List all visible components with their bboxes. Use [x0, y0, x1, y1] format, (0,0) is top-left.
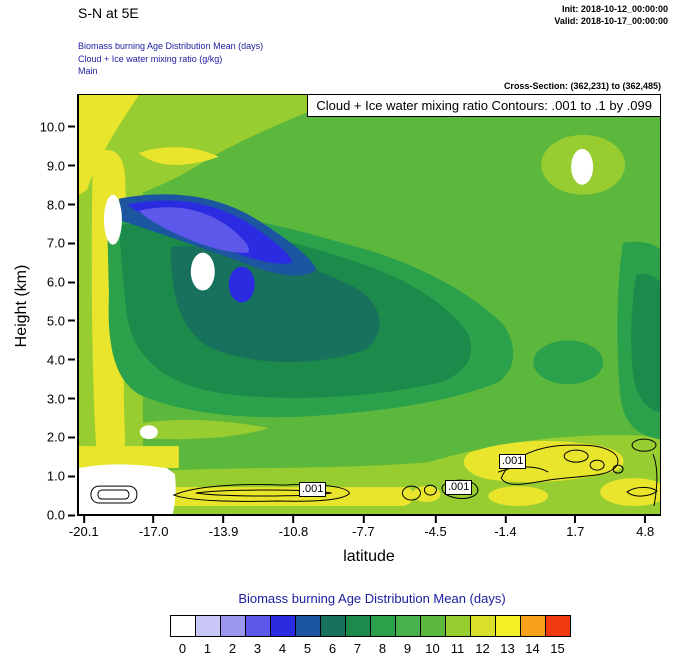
legend-cell	[295, 615, 321, 637]
plot-subtitles: Biomass burning Age Distribution Mean (d…	[78, 40, 263, 78]
y-tick: 4.0	[47, 352, 75, 367]
legend-cell	[220, 615, 246, 637]
legend-value: 10	[425, 641, 440, 656]
subtitle-contour-field: Cloud + Ice water mixing ratio (g/kg)	[78, 53, 223, 64]
valid-time: Valid: 2018-10-17_00:00:00	[554, 16, 668, 27]
y-tick: 5.0	[47, 313, 75, 328]
x-tick: 4.8	[636, 516, 654, 539]
x-tick: -20.1	[69, 516, 99, 539]
legend-cell	[470, 615, 496, 637]
legend-cell	[495, 615, 521, 637]
legend-value: 9	[403, 641, 412, 656]
contour-label: .001	[445, 480, 473, 495]
subtitle-grid-name: Main	[78, 66, 98, 77]
subtitle-fill-field: Biomass burning Age Distribution Mean (d…	[78, 41, 264, 51]
legend-value: 2	[228, 641, 237, 656]
legend-value: 14	[525, 641, 540, 656]
legend-value: 15	[550, 641, 565, 656]
y-tick: 2.0	[47, 430, 75, 445]
contour-info-box: Cloud + Ice water mixing ratio Contours:…	[307, 94, 661, 117]
legend-cell	[170, 615, 196, 637]
legend-values: 0 1 2 3 4 5 6 7 8 9 10 11 12 13 14 15	[170, 641, 570, 656]
y-tick: 1.0	[47, 469, 75, 484]
legend-cell	[395, 615, 421, 637]
x-tick: -1.4	[494, 516, 517, 539]
legend-cell	[195, 615, 221, 637]
x-axis-ticks: -20.1 -17.0 -13.9 -10.8 -7.7 -4.5 -1.4 1.7 4.8	[69, 516, 661, 544]
contour-lines-layer	[90, 438, 658, 507]
y-tick: 8.0	[47, 197, 75, 212]
cross-section-info: Cross-Section: (362,231) to (362,485)	[503, 81, 661, 91]
x-tick: -17.0	[139, 516, 168, 539]
y-tick: 0.0	[47, 508, 75, 523]
legend-colorbar	[170, 615, 571, 637]
y-axis-ticks: 0.0 1.0 2.0 3.0 4.0 5.0 6.0 7.0 8.0 9.0 10.0	[0, 94, 75, 523]
init-valid-times: Init: 2018-10-12_00:00:00 Valid: 2018-10…	[554, 3, 668, 27]
y-tick: 10.0	[40, 119, 75, 134]
x-tick: -10.8	[279, 516, 308, 539]
legend-value: 12	[475, 641, 490, 656]
legend-cell	[520, 615, 546, 637]
legend-cell	[370, 615, 396, 637]
legend-cell	[245, 615, 271, 637]
legend-value: 0	[178, 641, 187, 656]
legend-cell	[270, 615, 296, 637]
legend-cell	[420, 615, 446, 637]
legend-value: 4	[278, 641, 287, 656]
x-tick: 1.7	[566, 516, 584, 539]
y-tick: 7.0	[47, 236, 75, 251]
legend-cell	[320, 615, 346, 637]
x-tick: -4.5	[424, 516, 447, 539]
contour-label: .001	[499, 454, 527, 469]
x-axis-label: latitude	[343, 548, 395, 565]
legend-value: 5	[303, 641, 312, 656]
fill-layer	[79, 95, 660, 514]
x-tick: -7.7	[352, 516, 375, 539]
legend-value: 13	[500, 641, 515, 656]
cross-section-plot: Cloud + Ice water mixing ratio Contours:…	[77, 94, 661, 516]
legend-value: 6	[328, 641, 337, 656]
legend-value: 11	[450, 641, 465, 656]
y-tick: 6.0	[47, 275, 75, 290]
legend-cell	[445, 615, 471, 637]
legend-cell	[345, 615, 371, 637]
legend-value: 7	[353, 641, 362, 656]
contour-label: .001	[299, 482, 327, 497]
legend-value: 8	[378, 641, 387, 656]
y-tick: 3.0	[47, 391, 75, 406]
page-title: S-N at 5E	[78, 5, 139, 21]
legend-cell	[545, 615, 571, 637]
contour-plot-canvas	[79, 95, 660, 514]
x-tick: -13.9	[209, 516, 238, 539]
legend-title: Biomass burning Age Distribution Mean (d…	[238, 591, 506, 606]
y-tick: 9.0	[47, 158, 75, 173]
legend-value: 3	[253, 641, 262, 656]
init-time: Init: 2018-10-12_00:00:00	[561, 4, 668, 14]
legend-value: 1	[203, 641, 212, 656]
